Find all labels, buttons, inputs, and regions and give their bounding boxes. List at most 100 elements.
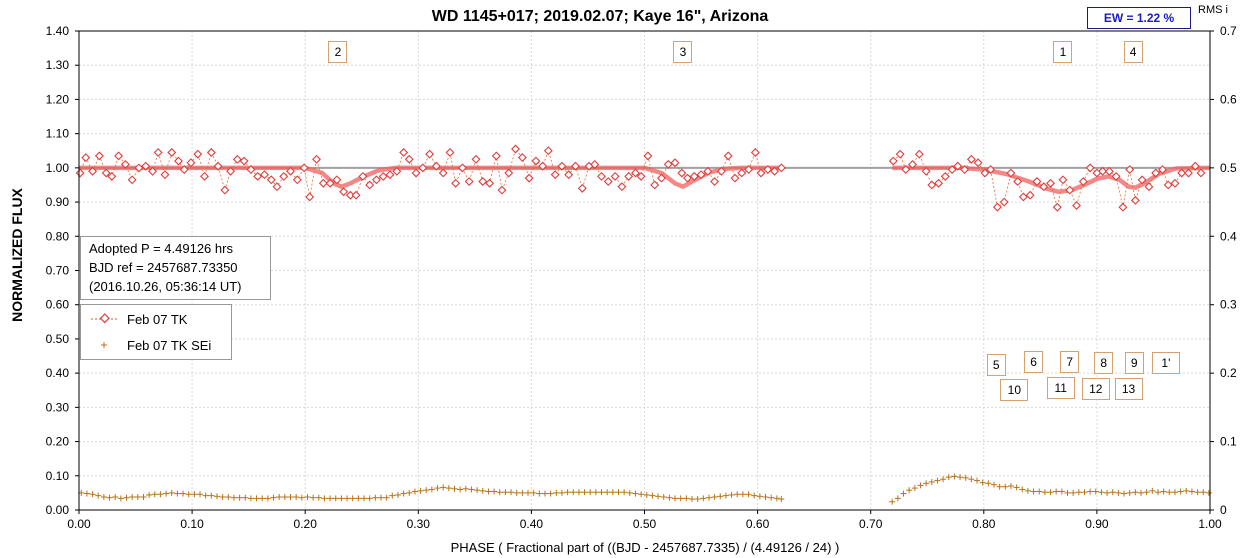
legend-item-sei: Feb 07 TK SEi [81, 335, 211, 355]
sei-point [553, 489, 560, 496]
flux-point [617, 182, 627, 192]
sei-point [1132, 489, 1139, 496]
flux-point [1196, 168, 1206, 178]
sei-point [242, 494, 249, 501]
y-tick-label: 0.20 [46, 435, 70, 449]
sei-point [270, 494, 277, 501]
sei-point [332, 495, 339, 502]
sei-point [236, 494, 243, 501]
info-line-date: (2016.10.26, 05:36:14 UT) [89, 279, 242, 294]
flux-point [101, 168, 111, 178]
flux-point [1104, 166, 1114, 176]
sei-point [694, 496, 701, 503]
x-tick-label: 0.00 [67, 517, 91, 531]
y2-tick-label: 0.7 [1220, 24, 1237, 38]
sei-point [717, 493, 724, 500]
y-tick-label: 0.90 [46, 195, 70, 209]
flux-series [75, 144, 1206, 212]
flux-point [305, 192, 315, 202]
sei-point [1188, 488, 1195, 495]
sei-point [923, 480, 930, 487]
flux-point [239, 156, 249, 166]
flux-point [763, 165, 773, 175]
y-tick-label: 0.60 [46, 298, 70, 312]
sei-point [423, 487, 430, 494]
flux-point [590, 159, 600, 169]
sei-point [140, 493, 147, 500]
flux-point [947, 165, 957, 175]
flux-point [286, 166, 295, 176]
legend-item-flux: Feb 07 TK [81, 309, 187, 329]
sei-point [1183, 487, 1190, 494]
sei-point [768, 494, 775, 501]
sei-point [1149, 487, 1156, 494]
flux-point [365, 180, 375, 190]
flux-point [404, 154, 414, 164]
flux-point [550, 170, 560, 180]
sei-point [1104, 489, 1111, 496]
sei-point [1115, 489, 1122, 496]
sei-point [1070, 489, 1077, 496]
sei-point [259, 495, 266, 502]
flux-point [980, 168, 990, 178]
sei-point [247, 495, 254, 502]
flux-point [213, 161, 223, 171]
flux-point [624, 171, 634, 181]
y-tick-label: 1.30 [46, 58, 70, 72]
flux-point [940, 171, 950, 181]
x-tick-label: 0.20 [294, 517, 318, 531]
flux-point [246, 165, 256, 175]
y-tick-label: 0.80 [46, 229, 70, 243]
sei-point [344, 495, 351, 502]
flux-point [921, 166, 931, 176]
x-tick-labels: 0.00 0.10 0.20 0.30 0.40 0.50 0.60 0.70 0.80 0.90… [67, 510, 1222, 531]
flux-point [934, 178, 944, 188]
sei-point [705, 494, 712, 501]
flux-point [332, 175, 342, 185]
flux-point [371, 175, 381, 185]
sei-point [934, 477, 941, 484]
sei-point [1177, 488, 1184, 495]
flux-point [703, 166, 713, 176]
flux-point [504, 168, 514, 178]
sei-point [1205, 489, 1212, 496]
flux-point [1170, 178, 1180, 188]
sei-point [1013, 484, 1020, 491]
y-tick-label: 0.70 [46, 264, 70, 278]
y-tick-label: 0.40 [46, 366, 70, 380]
sei-point [174, 490, 181, 497]
flux-point [88, 166, 98, 176]
x-tick-label: 0.40 [520, 517, 544, 531]
sei-point [683, 495, 690, 502]
flux-point [914, 149, 924, 159]
sei-point [468, 486, 475, 493]
sei-point [157, 491, 164, 498]
flux-point [1013, 177, 1023, 187]
sei-point [751, 492, 758, 499]
sei-point [990, 481, 997, 488]
y-tick-label: 0.00 [46, 503, 70, 517]
sei-point [445, 485, 452, 492]
flux-point [683, 173, 692, 183]
sei-point [756, 493, 763, 500]
x-tick-label: 0.30 [407, 517, 431, 531]
sei-point [219, 493, 226, 500]
sei-point [293, 493, 300, 500]
dip-label: 1 [1053, 40, 1073, 63]
sei-point [434, 485, 441, 492]
sei-point [666, 494, 673, 501]
flux-point [908, 160, 917, 169]
sei-point [615, 489, 622, 496]
flux-point [299, 163, 309, 173]
sei-point [525, 489, 532, 496]
flux-point [643, 151, 653, 161]
sei-point [310, 494, 317, 501]
sei-point [1171, 489, 1178, 496]
flux-point [411, 168, 421, 178]
flux-point [425, 149, 435, 159]
flux-point [260, 170, 269, 180]
sei-point [632, 490, 639, 497]
x-tick-label: 0.80 [972, 517, 996, 531]
dip-label: 12 [1081, 377, 1110, 400]
